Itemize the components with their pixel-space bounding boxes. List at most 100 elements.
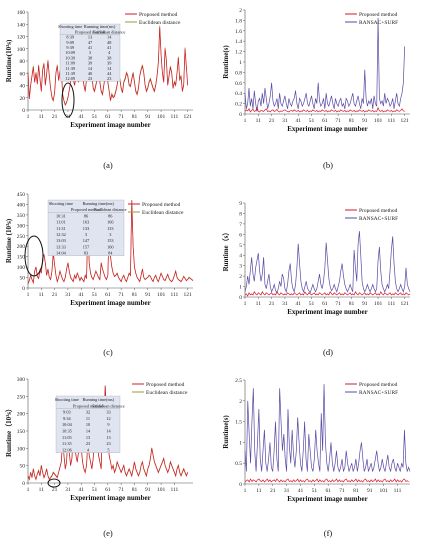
table-cell: 4 [87, 447, 90, 452]
table-cell: 23 [106, 441, 110, 446]
y-tick-label: 300 [17, 377, 26, 383]
y-tick-label: 80 [20, 59, 26, 65]
x-tick-label: 1 [244, 488, 247, 494]
x-tick-label: 91 [362, 301, 368, 307]
y-tick-label: 7 [239, 222, 242, 228]
table-cell: 11:09 [65, 61, 75, 66]
legend-entry: RANSAC+SURF [359, 390, 398, 396]
table-cell: 9 [107, 422, 109, 427]
table-cell: 11:31 [56, 226, 66, 231]
table-cell: 147 [83, 238, 90, 243]
x-tick-label: 41 [78, 114, 84, 120]
table-cell: 157 [83, 244, 90, 249]
table-cell: 133 [83, 226, 89, 231]
table-cell: 9:39 [66, 45, 74, 50]
y-tick-label: 3 [239, 264, 242, 270]
x-tick-label: 71 [118, 292, 124, 298]
y-tick-label: 4 [239, 253, 242, 259]
y-tick-label: 140 [17, 22, 26, 28]
table-cell: 14 [107, 66, 112, 71]
panel-label: (b) [323, 160, 333, 170]
legend-entry: Proposed method [139, 12, 178, 18]
x-tick-label: 41 [78, 487, 84, 493]
x-axis-label: Experiment image number [70, 494, 151, 502]
x-tick-label: 111 [170, 292, 178, 298]
y-tick-label: 2.5 [235, 378, 242, 384]
y-axis-label: Runtime(10³s) [5, 39, 13, 82]
table-cell: 9:03 [63, 410, 71, 415]
x-tick-label: 21 [52, 292, 58, 298]
x-tick-label: 21 [52, 487, 58, 493]
table-cell: 10:31 [56, 213, 66, 218]
y-tick-label: 0 [22, 481, 25, 487]
table-cell: 12:09 [65, 76, 75, 81]
y-tick-label: 120 [17, 35, 26, 41]
x-tick-label: 11 [256, 301, 262, 307]
x-tick-label: 101 [157, 114, 166, 120]
x-axis-label: Experiment image number [287, 125, 368, 133]
x-tick-label: 111 [387, 118, 395, 124]
x-tick-label: 31 [65, 292, 71, 298]
inset-table: Shooting time Running time(ms)Proposed me… [47, 199, 127, 256]
legend-entry: RANSAC+SURF [359, 216, 398, 222]
legend-entry: Proposed method [359, 12, 398, 18]
x-tick-label: 61 [105, 114, 111, 120]
y-tick-label: 20 [20, 96, 26, 102]
series-line-proposed [27, 27, 189, 106]
table-cell: 41 [88, 45, 92, 50]
x-tick-label: 91 [362, 118, 368, 124]
y-tick-label: 1.5 [235, 420, 242, 426]
y-tick-label: 0 [239, 482, 242, 488]
table-cell: 23 [107, 76, 111, 81]
inset-table-bg [47, 199, 125, 256]
table-cell: 14 [88, 66, 93, 71]
table-cell: 11:35 [62, 441, 72, 446]
x-tick-label: 41 [295, 301, 301, 307]
y-tick-label: 0.5 [235, 461, 242, 467]
x-tick-label: 71 [335, 118, 341, 124]
x-tick-label: 91 [145, 487, 151, 493]
table-cell: 38 [107, 55, 111, 60]
table-cell: 9:09 [66, 40, 74, 45]
series-line-proposed [27, 200, 194, 285]
x-tick-label: 101 [380, 488, 389, 494]
table-header: Euclidean distance [94, 207, 126, 212]
series-line-ransac-surf [244, 17, 406, 112]
legend-entry: Proposed method [146, 382, 185, 388]
y-tick-label: 300 [17, 223, 26, 229]
series-line-proposed [244, 291, 411, 297]
table-cell: 8:39 [66, 35, 74, 40]
y-tick-label: 5 [239, 243, 242, 249]
x-tick-label: 51 [309, 301, 315, 307]
x-tick-label: 11 [39, 292, 45, 298]
inset-table-bg [55, 395, 121, 453]
table-cell: 10:39 [65, 55, 75, 60]
x-tick-label: 41 [78, 292, 84, 298]
table-header: Running time(ms) [84, 24, 116, 29]
table-cell: 160 [107, 244, 113, 249]
y-tick-label: 60 [20, 71, 26, 77]
table-cell: 14:04 [56, 251, 67, 256]
highlight-ellipse [24, 235, 44, 277]
table-cell: 14 [86, 429, 91, 434]
y-tick-label: 350 [17, 213, 26, 219]
y-tick-label: 2 [239, 8, 242, 14]
x-tick-label: 81 [349, 118, 355, 124]
x-axis-label: Experiment image number [287, 308, 368, 316]
table-header: Euclidean distance [93, 29, 125, 34]
x-tick-label: 51 [92, 487, 98, 493]
y-tick-label: 1.4 [235, 39, 242, 45]
highlight-ellipse [47, 478, 61, 488]
y-tick-label: 100 [17, 47, 26, 53]
x-tick-label: 41 [298, 488, 304, 494]
table-header: Proposed method [71, 207, 102, 212]
y-tick-label: 250 [17, 394, 26, 400]
x-tick-label: 101 [374, 118, 383, 124]
x-tick-label: 111 [387, 301, 395, 307]
table-cell: 38 [88, 55, 92, 60]
table-cell: 11:05 [62, 435, 72, 440]
table-cell: 83 [84, 251, 88, 256]
inset-table-bg [59, 23, 121, 82]
table-header: Running time(ms) [82, 201, 114, 206]
table-cell: 11:39 [65, 66, 75, 71]
